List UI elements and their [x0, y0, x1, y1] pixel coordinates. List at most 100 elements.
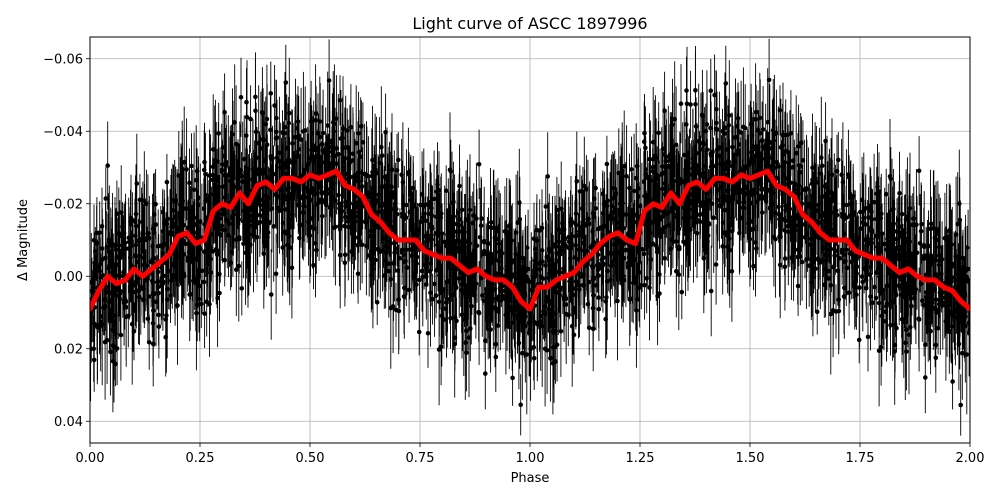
data-point: [777, 262, 783, 268]
data-point: [604, 161, 610, 167]
data-point: [471, 213, 477, 218]
data-point: [396, 297, 402, 302]
data-point: [867, 225, 873, 231]
data-point: [708, 151, 714, 157]
data-point: [399, 250, 405, 255]
data-point: [229, 170, 234, 175]
data-point: [605, 268, 610, 274]
data-point: [561, 234, 566, 239]
data-point: [655, 293, 660, 299]
data-point: [668, 165, 673, 170]
data-point: [480, 293, 485, 298]
data-point: [241, 241, 246, 247]
data-point: [428, 205, 434, 211]
data-point: [159, 283, 165, 288]
data-point: [804, 187, 810, 192]
data-point: [180, 248, 185, 254]
data-point: [526, 330, 532, 336]
data-point: [222, 153, 227, 159]
data-point: [697, 166, 702, 172]
data-point: [681, 205, 687, 210]
data-point: [815, 257, 821, 263]
data-point: [556, 269, 562, 275]
data-point: [532, 258, 538, 264]
data-point: [386, 213, 392, 218]
data-point: [868, 264, 873, 270]
data-point: [788, 130, 794, 136]
data-point: [700, 113, 705, 119]
data-point: [858, 226, 863, 231]
data-point: [720, 198, 726, 204]
data-point: [310, 143, 316, 148]
data-point: [561, 248, 566, 254]
data-point: [103, 255, 108, 261]
y-tick-label: 0.04: [54, 415, 83, 430]
data-point: [952, 307, 958, 313]
data-point: [334, 146, 340, 151]
data-point: [97, 230, 102, 235]
y-tick-label: 0.02: [54, 342, 83, 357]
data-point: [809, 181, 815, 186]
data-point: [932, 235, 938, 241]
data-point: [669, 237, 674, 242]
data-point: [397, 255, 403, 261]
data-point: [350, 212, 355, 218]
data-point: [886, 237, 891, 242]
data-point: [599, 247, 604, 252]
data-point: [214, 252, 220, 257]
data-point: [92, 260, 98, 266]
data-point: [782, 256, 788, 261]
data-point: [561, 266, 566, 271]
data-point: [202, 311, 207, 316]
data-point: [931, 306, 936, 311]
data-point: [604, 295, 609, 300]
data-point: [531, 355, 537, 361]
data-point: [551, 323, 557, 328]
data-point: [254, 167, 260, 172]
data-point: [843, 259, 848, 264]
data-point: [877, 277, 883, 282]
data-point: [134, 181, 140, 186]
data-point: [320, 148, 326, 153]
model-line-layer: [90, 168, 970, 312]
data-point: [316, 153, 321, 159]
data-point: [487, 302, 493, 307]
data-point: [642, 131, 647, 136]
data-point: [953, 232, 959, 237]
data-point: [175, 253, 181, 259]
data-point: [854, 264, 860, 270]
data-point: [174, 249, 179, 254]
data-point: [260, 110, 265, 116]
data-point: [487, 294, 493, 300]
data-point: [210, 249, 216, 254]
data-point: [753, 190, 759, 195]
data-point: [224, 217, 229, 222]
data-point: [799, 216, 804, 222]
data-point: [799, 140, 804, 145]
data-point: [119, 233, 125, 239]
data-point: [432, 281, 437, 287]
data-point: [832, 221, 838, 226]
data-point: [419, 268, 425, 274]
data-point: [551, 344, 557, 350]
data-point: [717, 203, 722, 208]
data-point: [181, 159, 187, 165]
data-point: [284, 231, 290, 236]
data-point: [163, 334, 168, 340]
data-point: [255, 221, 260, 226]
data-point: [577, 229, 582, 234]
data-point: [427, 268, 433, 274]
data-point: [783, 203, 789, 209]
data-point: [452, 335, 458, 341]
data-point: [856, 337, 862, 343]
data-point: [435, 182, 440, 188]
data-point: [216, 231, 222, 236]
data-point: [126, 246, 131, 251]
data-point: [264, 116, 270, 122]
data-point: [835, 268, 841, 274]
data-point: [897, 190, 902, 196]
data-point: [203, 172, 208, 177]
data-point: [704, 190, 709, 196]
data-point: [908, 324, 913, 330]
data-point: [323, 202, 329, 208]
